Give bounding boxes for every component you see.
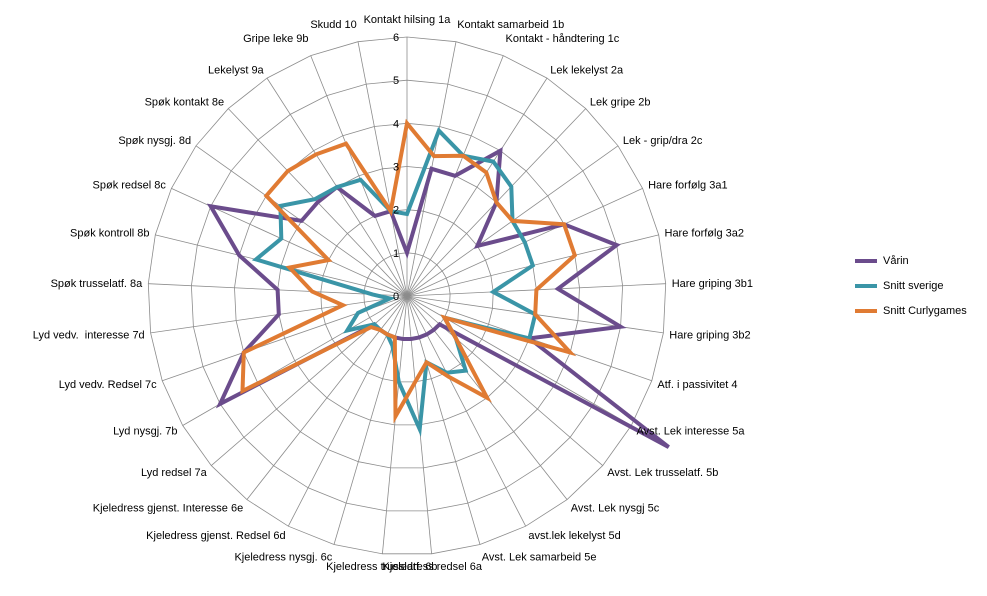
category-label: Kontakt - håndtering 1c [506, 33, 620, 45]
grid-ring [190, 79, 624, 512]
category-label: Lek lekelyst 2a [550, 65, 624, 77]
category-label: Spøk trusselatf. 8a [51, 278, 144, 290]
legend-item: Vårin [855, 248, 967, 273]
legend-swatch [855, 283, 877, 288]
grid-ring [147, 36, 667, 555]
tick-label: 3 [393, 162, 399, 174]
category-label: Kjeledress gjenst. Redsel 6d [146, 530, 285, 542]
category-label: Lek gripe 2b [590, 96, 651, 108]
category-label: Spøk kontakt 8e [145, 96, 225, 108]
category-label: Avst. Lek nysgj 5c [571, 502, 660, 514]
radar-axis-ticks: 0 1 2 3 4 5 6 [393, 32, 399, 303]
category-label: Atf. i passivitet 4 [657, 379, 737, 391]
category-label: Spøk nysgj. 8d [118, 135, 191, 147]
grid-spoke [406, 295, 603, 466]
category-label: Kjeledress nysgj. 6c [234, 551, 332, 563]
category-label: avst.lek lekelyst 5d [528, 530, 620, 542]
category-label: Kontakt samarbeid 1b [457, 19, 564, 31]
legend-item: Snitt sverige [855, 273, 967, 298]
category-label: Lyd vedv. interesse 7d [33, 329, 145, 341]
tick-label: 6 [393, 32, 399, 44]
category-label: Avst. Lek trusselatf. 5b [607, 467, 718, 479]
category-label: Lek - grip/dra 2c [623, 135, 703, 147]
category-label: Lyd nysgj. 7b [113, 426, 177, 438]
legend-label: Vårin [883, 254, 909, 267]
series-line [240, 118, 578, 424]
category-label: Avst. Lek interesse 5a [637, 426, 746, 438]
grid-spoke [406, 77, 548, 297]
category-label: Spøk redsel 8c [93, 179, 167, 191]
grid-spoke [406, 295, 481, 545]
series-line [206, 147, 670, 449]
legend-label: Snitt sverige [883, 279, 944, 292]
grid-ring [234, 122, 580, 469]
radar-category-labels: Kontakt hilsing 1a Kontakt samarbeid 1b Ko… [33, 14, 753, 573]
legend-label: Snitt Curlygames [883, 304, 967, 317]
category-label: Avst. Lek samarbeid 5e [482, 551, 597, 563]
grid-spoke [357, 41, 408, 297]
grid-spoke [246, 295, 408, 500]
grid-spoke [310, 55, 408, 297]
legend-swatch [855, 258, 877, 263]
legend-item: Snitt Curlygames [855, 298, 967, 323]
category-label: Gripe leke 9b [243, 33, 308, 45]
tick-label: 1 [393, 248, 399, 260]
radar-series [206, 118, 670, 449]
series-line [251, 127, 538, 437]
category-label: Kjeledress redsel 6a [382, 561, 483, 573]
category-label: Lyd redsel 7a [141, 467, 208, 479]
tick-label: 5 [393, 75, 399, 87]
category-label: Lekelyst 9a [208, 65, 265, 77]
radar-grid [147, 36, 667, 555]
category-label: Kjeledress gjenst. Interesse 6e [93, 502, 243, 514]
chart-legend: Vårin Snitt sverige Snitt Curlygames [855, 248, 967, 323]
category-label: Hare griping 3b1 [672, 278, 753, 290]
category-label: Skudd 10 [310, 19, 356, 31]
tick-label: 4 [393, 118, 399, 130]
category-label: Hare griping 3b2 [669, 329, 750, 341]
category-label: Hare forfølg 3a1 [648, 179, 727, 191]
category-label: Hare forfølg 3a2 [665, 228, 744, 240]
grid-spoke [333, 295, 408, 545]
category-label: Kjeledress trusslatf. 6b [326, 561, 437, 573]
tick-label: 2 [393, 205, 399, 217]
tick-label: 0 [393, 291, 399, 303]
category-label: Spøk kontroll 8b [70, 228, 149, 240]
category-label: Lyd vedv. Redsel 7c [59, 379, 157, 391]
grid-ring [320, 209, 494, 383]
legend-swatch [855, 308, 877, 313]
category-label: Kontakt hilsing 1a [364, 14, 452, 26]
